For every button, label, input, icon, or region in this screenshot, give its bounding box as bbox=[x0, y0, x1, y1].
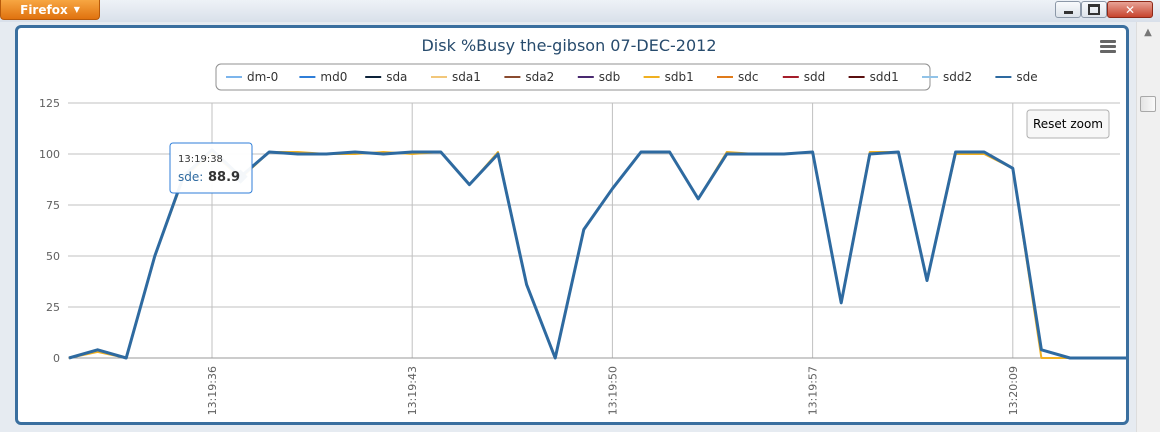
tooltip-series-name: sde: bbox=[178, 170, 203, 184]
window-titlebar: Firefox ▼ ✕ bbox=[0, 0, 1160, 23]
chart-title: Disk %Busy the-gibson 07-DEC-2012 bbox=[421, 36, 716, 55]
x-tick-label: 13:19:50 bbox=[606, 366, 619, 415]
legend-label: md0 bbox=[320, 70, 347, 84]
y-tick-label: 25 bbox=[46, 301, 60, 314]
reset-zoom-button[interactable]: Reset zoom bbox=[1027, 110, 1109, 138]
chart-legend: dm-0 md0 sda sda1 sda2 sdb sdb1 sdc sdd sdd1 sdd2 s… bbox=[216, 64, 1038, 90]
chart-menu-icon[interactable] bbox=[1100, 40, 1116, 53]
chart-tooltip: 13:19:38 sde: 88.9 bbox=[170, 143, 252, 193]
y-tick-label: 100 bbox=[39, 148, 60, 161]
tooltip-time: 13:19:38 bbox=[178, 154, 223, 165]
tooltip-box bbox=[170, 143, 252, 193]
x-tick-label: 13:19:43 bbox=[406, 366, 419, 415]
firefox-menu-button[interactable]: Firefox ▼ bbox=[0, 0, 100, 20]
y-tick-label: 50 bbox=[46, 250, 60, 263]
legend-label: sdd bbox=[804, 70, 826, 84]
legend-label: sda2 bbox=[525, 70, 554, 84]
legend-item-sde[interactable]: sde bbox=[995, 70, 1037, 84]
legend-label: sdd1 bbox=[870, 70, 899, 84]
reset-zoom-label: Reset zoom bbox=[1033, 117, 1103, 131]
legend-label: sdb bbox=[599, 70, 621, 84]
x-tick-label: 13:20:09 bbox=[1007, 366, 1020, 415]
close-button[interactable]: ✕ bbox=[1107, 1, 1153, 18]
legend-label: dm-0 bbox=[247, 70, 278, 84]
tooltip-value: 88.9 bbox=[208, 170, 240, 185]
x-tick-label: 13:19:36 bbox=[206, 366, 219, 415]
menu-bar bbox=[1100, 45, 1116, 48]
chart-container: Disk %Busy the-gibson 07-DEC-2012 0 25 50 75… bbox=[15, 25, 1129, 425]
y-tick-label: 75 bbox=[46, 199, 60, 212]
vertical-scrollbar[interactable]: ▲ bbox=[1136, 22, 1160, 432]
legend-label: sda bbox=[386, 70, 407, 84]
chevron-down-icon: ▼ bbox=[74, 5, 80, 14]
maximize-icon bbox=[1088, 4, 1100, 15]
scrollbar-thumb[interactable] bbox=[1140, 96, 1156, 112]
y-tick-label: 125 bbox=[39, 97, 60, 110]
x-tick-label: 13:19:57 bbox=[807, 366, 820, 415]
maximize-button[interactable] bbox=[1081, 1, 1107, 18]
disk-busy-chart: Disk %Busy the-gibson 07-DEC-2012 0 25 50 75… bbox=[18, 28, 1126, 422]
legend-label: sdd2 bbox=[943, 70, 972, 84]
legend-label: sda1 bbox=[452, 70, 481, 84]
firefox-menu-label: Firefox bbox=[20, 3, 68, 17]
minimize-icon bbox=[1064, 11, 1073, 14]
browser-content: Disk %Busy the-gibson 07-DEC-2012 0 25 50 75… bbox=[0, 22, 1136, 432]
close-icon: ✕ bbox=[1125, 3, 1135, 17]
minimize-button[interactable] bbox=[1055, 1, 1081, 18]
menu-bar bbox=[1100, 40, 1116, 43]
y-tick-label: 0 bbox=[53, 352, 60, 365]
menu-bar bbox=[1100, 50, 1116, 53]
legend-label: sdb1 bbox=[665, 70, 694, 84]
legend-label: sdc bbox=[738, 70, 758, 84]
scroll-up-icon[interactable]: ▲ bbox=[1141, 26, 1155, 40]
legend-label: sde bbox=[1016, 70, 1037, 84]
